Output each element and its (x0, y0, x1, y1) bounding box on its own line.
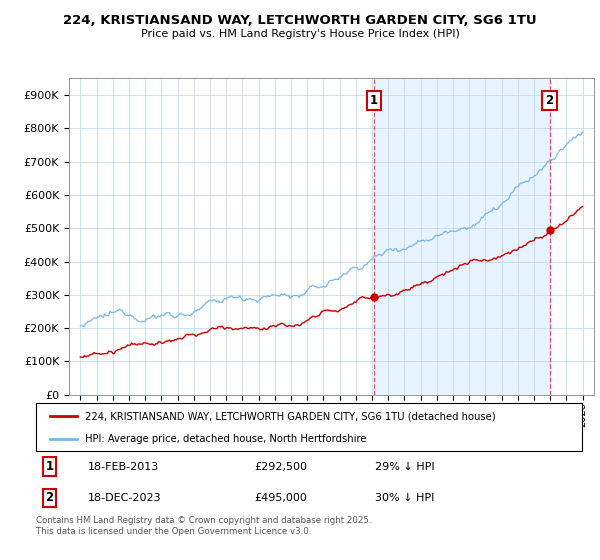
Text: 1: 1 (370, 94, 378, 107)
Text: Contains HM Land Registry data © Crown copyright and database right 2025.
This d: Contains HM Land Registry data © Crown c… (36, 516, 371, 536)
Text: Price paid vs. HM Land Registry's House Price Index (HPI): Price paid vs. HM Land Registry's House … (140, 29, 460, 39)
Text: 2: 2 (46, 491, 54, 504)
FancyBboxPatch shape (36, 403, 582, 451)
Text: 224, KRISTIANSAND WAY, LETCHWORTH GARDEN CITY, SG6 1TU (detached house): 224, KRISTIANSAND WAY, LETCHWORTH GARDEN… (85, 411, 496, 421)
Text: 30% ↓ HPI: 30% ↓ HPI (374, 493, 434, 503)
Bar (374, 78, 550, 395)
Text: HPI: Average price, detached house, North Hertfordshire: HPI: Average price, detached house, Nort… (85, 434, 367, 444)
Text: 18-DEC-2023: 18-DEC-2023 (88, 493, 161, 503)
Text: 29% ↓ HPI: 29% ↓ HPI (374, 461, 434, 472)
Text: £292,500: £292,500 (254, 461, 307, 472)
Text: 224, KRISTIANSAND WAY, LETCHWORTH GARDEN CITY, SG6 1TU: 224, KRISTIANSAND WAY, LETCHWORTH GARDEN… (63, 14, 537, 27)
Text: 18-FEB-2013: 18-FEB-2013 (88, 461, 159, 472)
Text: 2: 2 (545, 94, 554, 107)
Text: £495,000: £495,000 (254, 493, 307, 503)
Text: 1: 1 (46, 460, 54, 473)
